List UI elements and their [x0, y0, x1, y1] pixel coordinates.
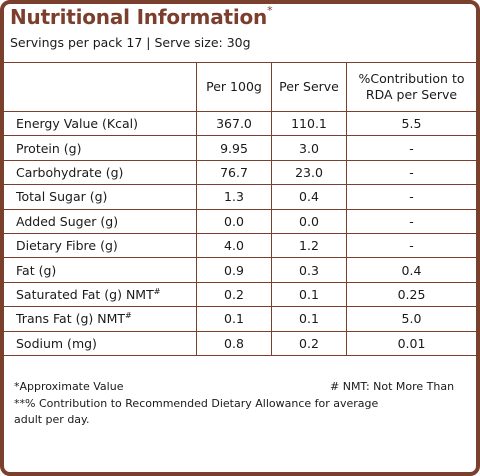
value-per-100g: 367.0 [196, 110, 272, 137]
table-header-row: Per 100g Per Serve %Contribution to RDA … [4, 62, 476, 112]
value-rda: - [346, 135, 476, 161]
value-per-serve: 110.1 [271, 110, 347, 137]
table-row: Saturated Fat (g) NMT# 0.2 0.1 0.25 [4, 281, 476, 308]
nutrient-label: Dietary Fibre (g) [4, 232, 197, 259]
value-rda: - [346, 208, 476, 234]
nmt-mark: # [125, 311, 132, 321]
value-per-100g: 0.0 [196, 208, 272, 234]
footnote-rda-line1: **% Contribution to Recommended Dietary … [14, 397, 379, 410]
value-per-100g: 0.2 [196, 281, 272, 308]
value-rda: 0.4 [346, 257, 476, 283]
table-row: Energy Value (Kcal) 367.0 110.1 5.5 [4, 110, 476, 137]
panel-title: Nutritional Information* [10, 4, 273, 29]
footnote-nmt: # NMT: Not More Than [330, 380, 455, 393]
table-row: Protein (g) 9.95 3.0 - [4, 135, 476, 161]
footnote-rda-line2: adult per day. [14, 413, 90, 426]
value-rda: - [346, 159, 476, 186]
value-per-serve: 0.1 [271, 281, 347, 308]
nutrient-label: Added Suger (g) [4, 208, 197, 234]
table-row: Carbohydrate (g) 76.7 23.0 - [4, 159, 476, 186]
nutrient-label: Carbohydrate (g) [4, 159, 197, 186]
value-rda: - [346, 184, 476, 210]
nutrition-table: Per 100g Per Serve %Contribution to RDA … [4, 62, 476, 356]
value-per-serve: 0.2 [271, 330, 347, 356]
value-rda: 0.25 [346, 281, 476, 308]
column-header-per-serve: Per Serve [271, 62, 347, 112]
nutrient-label: Saturated Fat (g) NMT# [4, 281, 197, 308]
nutrient-label: Energy Value (Kcal) [4, 110, 197, 137]
value-rda: - [346, 232, 476, 259]
value-per-100g: 4.0 [196, 232, 272, 259]
nutrient-label: Protein (g) [4, 135, 197, 161]
nutrient-label: Sodium (mg) [4, 330, 197, 356]
table-row: Sodium (mg) 0.8 0.2 0.01 [4, 330, 476, 356]
value-per-100g: 0.9 [196, 257, 272, 283]
footnote-approximate: *Approximate Value [14, 380, 124, 393]
value-per-serve: 0.4 [271, 184, 347, 210]
table-row: Added Suger (g) 0.0 0.0 - [4, 208, 476, 234]
table-row: Trans Fat (g) NMT# 0.1 0.1 5.0 [4, 306, 476, 332]
nutrient-label: Total Sugar (g) [4, 184, 197, 210]
value-per-100g: 9.95 [196, 135, 272, 161]
value-per-100g: 0.1 [196, 306, 272, 332]
value-per-serve: 0.1 [271, 306, 347, 332]
value-per-serve: 0.0 [271, 208, 347, 234]
nutrient-label: Trans Fat (g) NMT# [4, 306, 197, 332]
value-per-serve: 3.0 [271, 135, 347, 161]
value-per-100g: 76.7 [196, 159, 272, 186]
value-rda: 5.0 [346, 306, 476, 332]
title-footnote-mark: * [267, 4, 273, 18]
column-header-rda: %Contribution to RDA per Serve [346, 62, 476, 112]
table-row: Dietary Fibre (g) 4.0 1.2 - [4, 232, 476, 259]
column-header-per-100g: Per 100g [196, 62, 272, 112]
value-per-100g: 0.8 [196, 330, 272, 356]
value-per-serve: 1.2 [271, 232, 347, 259]
value-rda: 5.5 [346, 110, 476, 137]
table-row: Total Sugar (g) 1.3 0.4 - [4, 184, 476, 210]
servings-info: Servings per pack 17 | Serve size: 30g [10, 35, 251, 50]
nmt-mark: # [153, 286, 161, 296]
value-per-100g: 1.3 [196, 184, 272, 210]
table-row: Fat (g) 0.9 0.3 0.4 [4, 257, 476, 283]
column-header-nutrient [4, 62, 197, 112]
value-per-serve: 0.3 [271, 257, 347, 283]
value-per-serve: 23.0 [271, 159, 347, 186]
value-rda: 0.01 [346, 330, 476, 356]
nutrient-label: Fat (g) [4, 257, 197, 283]
